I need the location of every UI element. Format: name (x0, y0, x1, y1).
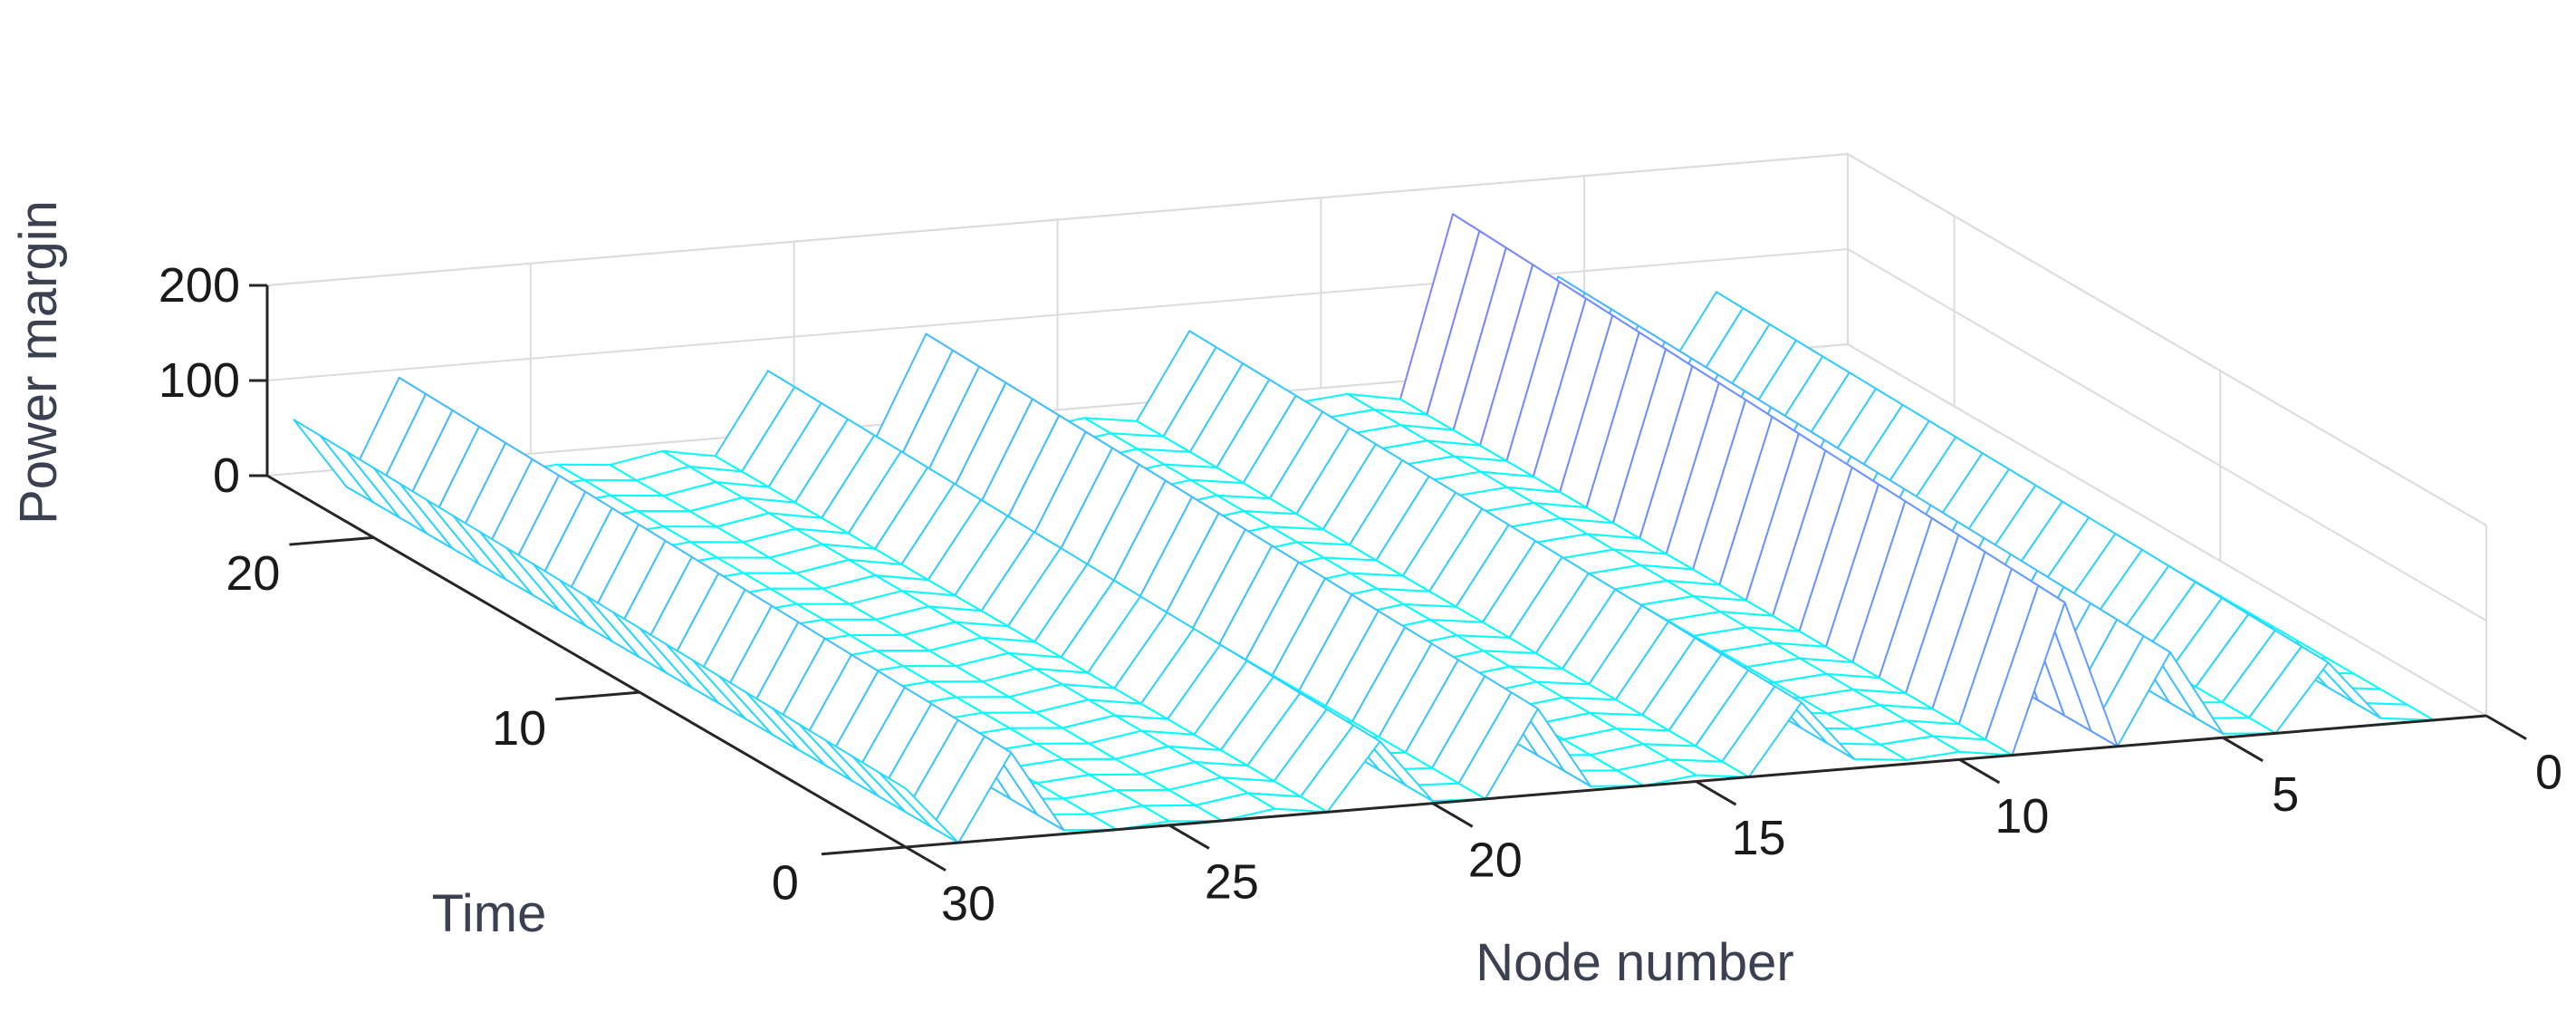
node-tick-label: 15 (1732, 811, 1786, 865)
surface-mesh (293, 213, 2435, 844)
node-tick-label: 10 (1994, 789, 2049, 843)
node-tick-mark (1958, 758, 2001, 785)
y-axis-title: Time (432, 884, 547, 943)
grid-line-power (266, 247, 2487, 622)
node-tick-label: 20 (1468, 833, 1523, 887)
time-tick-mark (555, 690, 640, 701)
node-tick-label: 30 (941, 877, 995, 931)
node-tick-mark (1168, 824, 1210, 850)
power-tick-label: 200 (159, 258, 240, 313)
x-axis-title: Node number (1475, 933, 1793, 992)
time-tick-label: 10 (492, 701, 546, 756)
z-axis-title: Power margin (9, 200, 68, 525)
grid-line-power (266, 152, 2487, 526)
axes-frame (249, 284, 2527, 872)
node-tick-label: 25 (1205, 854, 1259, 909)
axes-grid (266, 152, 2487, 718)
time-tick-mark (289, 535, 374, 546)
time-tick-mark (821, 845, 907, 856)
power-tick-label: 0 (213, 448, 240, 503)
node-tick-mark (2485, 714, 2527, 740)
node-tick-mark (905, 845, 947, 872)
node-tick-mark (2222, 736, 2264, 763)
time-tick-label: 0 (772, 856, 799, 911)
node-tick-mark (1431, 802, 1474, 828)
node-tick-label: 0 (2535, 746, 2562, 800)
node-tick-mark (1695, 780, 1737, 806)
mesh-cell (878, 771, 960, 844)
time-tick-label: 20 (226, 546, 280, 601)
node-tick-label: 5 (2272, 767, 2299, 822)
power-tick-label: 100 (159, 353, 240, 408)
